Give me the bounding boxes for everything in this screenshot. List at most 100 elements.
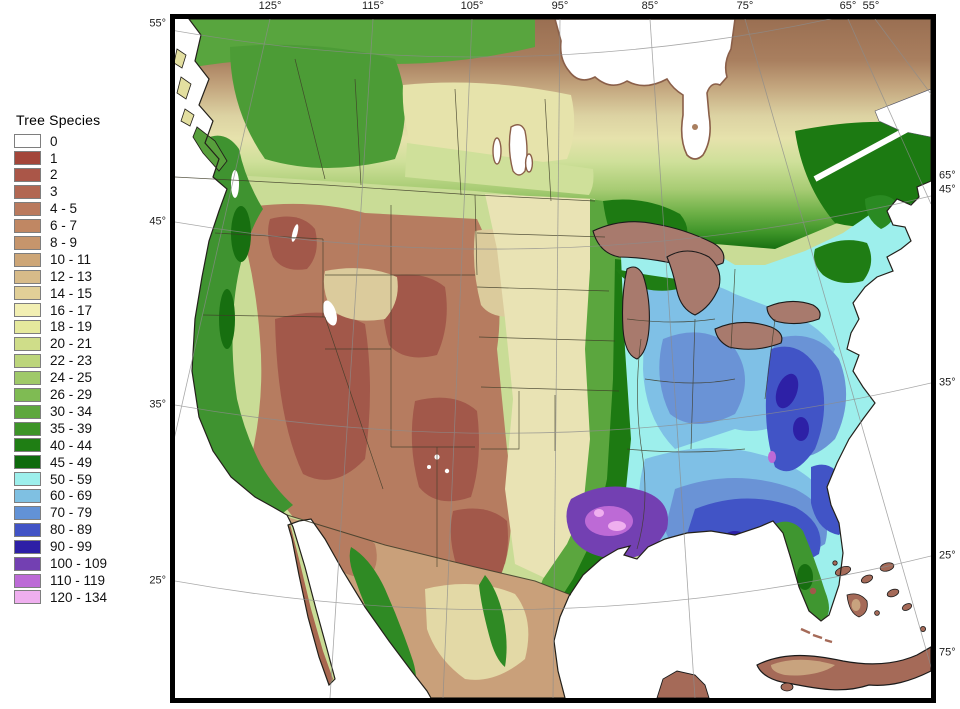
legend-row: 100 - 109 bbox=[14, 555, 164, 572]
legend-row: 30 - 34 bbox=[14, 403, 164, 420]
legend-label: 24 - 25 bbox=[50, 370, 93, 386]
meridian-75 bbox=[744, 19, 931, 669]
right-edge-label: 65° bbox=[939, 169, 956, 182]
andros-interior bbox=[851, 599, 861, 611]
meridian-85 bbox=[649, 19, 696, 698]
lake-okeechobee bbox=[809, 587, 817, 595]
legend-label: 30 - 34 bbox=[50, 403, 93, 419]
great-salt-lake bbox=[323, 300, 337, 326]
lake-ontario bbox=[766, 300, 821, 325]
legend-row: 24 - 25 bbox=[14, 369, 164, 386]
legend-swatch bbox=[14, 556, 41, 571]
legend-swatch bbox=[14, 539, 41, 554]
legend-row: 40 - 44 bbox=[14, 437, 164, 454]
region-columbia-basin bbox=[268, 216, 317, 270]
map-svg bbox=[175, 19, 931, 698]
legend-row: 12 - 13 bbox=[14, 268, 164, 285]
lake-michigan bbox=[621, 266, 650, 360]
legend-row: 35 - 39 bbox=[14, 420, 164, 437]
yucatan-tip bbox=[656, 670, 710, 698]
legend-row: 22 - 23 bbox=[14, 353, 164, 370]
legend-label: 40 - 44 bbox=[50, 437, 93, 453]
region-pacific-green bbox=[192, 135, 293, 513]
legend-row: 26 - 29 bbox=[14, 386, 164, 403]
region-adirondacks bbox=[814, 240, 872, 283]
legend-swatch bbox=[14, 218, 41, 233]
legend-label: 50 - 59 bbox=[50, 471, 93, 487]
legend-swatch bbox=[14, 168, 41, 183]
parallel-45 bbox=[175, 195, 931, 250]
legend-swatch bbox=[14, 573, 41, 588]
legend-label: 6 - 7 bbox=[50, 218, 78, 234]
legend-label: 1 bbox=[50, 150, 58, 166]
legend-swatch bbox=[14, 421, 41, 436]
left-latitude-label: 25° bbox=[149, 574, 166, 587]
legend-label: 45 - 49 bbox=[50, 454, 93, 470]
top-longitude-label: 75° bbox=[736, 0, 754, 12]
legend-swatch bbox=[14, 506, 41, 521]
legend-row: 10 - 11 bbox=[14, 251, 164, 268]
map-frame bbox=[170, 14, 936, 703]
region-pink-1 bbox=[608, 521, 626, 531]
legend-label: 2 bbox=[50, 167, 58, 183]
legend-swatch bbox=[14, 522, 41, 537]
region-navy-2 bbox=[793, 417, 809, 441]
legend-label: 3 bbox=[50, 184, 58, 200]
legend-label: 8 - 9 bbox=[50, 235, 78, 251]
legend-label: 12 - 13 bbox=[50, 268, 93, 284]
st-lawrence-river bbox=[813, 122, 917, 182]
legend-swatch bbox=[14, 303, 41, 318]
legend-swatch bbox=[14, 185, 41, 200]
legend-swatch bbox=[14, 370, 41, 385]
meridian-115 bbox=[329, 19, 374, 698]
snow-dot-2 bbox=[444, 468, 450, 474]
legend-label: 18 - 19 bbox=[50, 319, 93, 335]
legend-swatch bbox=[14, 590, 41, 605]
legend-row: 0 bbox=[14, 133, 164, 150]
top-longitude-label: 65° bbox=[839, 0, 857, 12]
top-longitude-label: 85° bbox=[641, 0, 659, 12]
legend-swatch bbox=[14, 252, 41, 267]
region-baja bbox=[287, 524, 333, 685]
legend-row: 120 - 134 bbox=[14, 589, 164, 606]
legend-swatch bbox=[14, 337, 41, 352]
meridian-95 bbox=[552, 19, 561, 698]
region-snake-plain bbox=[323, 268, 398, 321]
land-coloring bbox=[189, 19, 931, 698]
region-coast-range bbox=[219, 289, 235, 349]
legend-row: 2 bbox=[14, 167, 164, 184]
region-colorado-plateau bbox=[411, 397, 479, 502]
legend-label: 120 - 134 bbox=[50, 589, 108, 605]
legend-label: 14 - 15 bbox=[50, 285, 93, 301]
region-orchid bbox=[585, 506, 633, 536]
legend-label: 80 - 89 bbox=[50, 522, 93, 538]
legend-row: 3 bbox=[14, 184, 164, 201]
legend-label: 20 - 21 bbox=[50, 336, 93, 352]
legend-row: 8 - 9 bbox=[14, 234, 164, 251]
legend-swatch bbox=[14, 286, 41, 301]
legend-row: 20 - 21 bbox=[14, 336, 164, 353]
legend-label: 60 - 69 bbox=[50, 488, 93, 504]
region-pink-2 bbox=[594, 509, 604, 517]
florida-keys bbox=[800, 627, 833, 644]
legend-swatch bbox=[14, 235, 41, 250]
top-longitude-label: 95° bbox=[551, 0, 569, 12]
parallel-35 bbox=[175, 382, 931, 434]
region-florida-darkgreen bbox=[797, 564, 813, 590]
region-navy-1 bbox=[775, 373, 799, 409]
legend-swatch bbox=[14, 472, 41, 487]
meridian-105 bbox=[442, 19, 473, 698]
region-prairies-fringe bbox=[405, 143, 594, 195]
legend-label: 35 - 39 bbox=[50, 420, 93, 436]
top-longitude-label: 105° bbox=[460, 0, 484, 12]
legend-swatch bbox=[14, 202, 41, 216]
alaska-panhandle-islands bbox=[175, 48, 195, 127]
legend-title: Tree Species bbox=[16, 112, 101, 128]
legend-row: 90 - 99 bbox=[14, 538, 164, 555]
legend-row: 6 - 7 bbox=[14, 217, 164, 234]
legend-label: 22 - 23 bbox=[50, 353, 93, 369]
region-orchid-coastal bbox=[768, 451, 776, 463]
